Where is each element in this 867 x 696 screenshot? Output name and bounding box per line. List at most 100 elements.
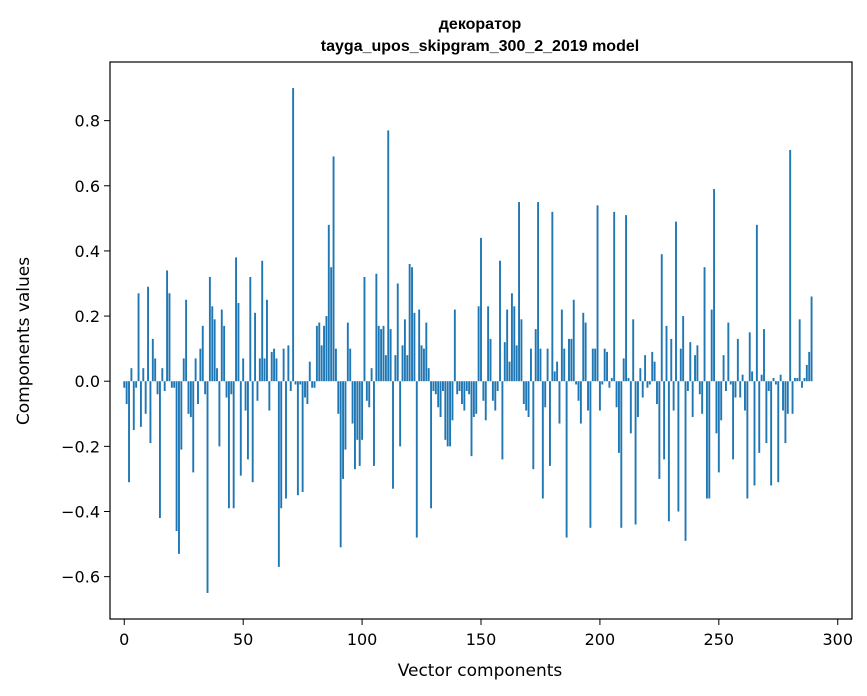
bar <box>610 377 613 382</box>
bar <box>553 371 556 382</box>
bar <box>591 348 594 382</box>
bar <box>601 381 604 385</box>
bar <box>777 381 780 483</box>
bar <box>434 381 437 395</box>
bar <box>232 381 235 509</box>
bar <box>713 189 716 382</box>
bar <box>342 381 345 479</box>
bar <box>453 309 456 382</box>
bar <box>418 309 421 382</box>
bar <box>325 316 328 382</box>
bar <box>194 358 197 382</box>
bar <box>323 325 325 382</box>
bar <box>432 381 435 391</box>
bar <box>587 381 589 411</box>
bar <box>772 377 775 382</box>
bar <box>356 381 359 440</box>
bar <box>686 381 689 391</box>
bar <box>789 149 792 382</box>
bar <box>515 345 518 382</box>
bar <box>151 338 154 382</box>
bar <box>130 368 133 382</box>
bar <box>627 377 630 382</box>
bar <box>551 211 554 382</box>
bar <box>180 381 183 450</box>
bar <box>137 293 140 382</box>
bar <box>810 296 813 382</box>
bar <box>287 345 290 382</box>
bar <box>216 368 218 382</box>
bar <box>158 381 161 519</box>
bar <box>337 381 340 414</box>
bar <box>510 293 513 382</box>
bar <box>225 381 228 398</box>
bar <box>529 348 532 382</box>
bar <box>565 381 568 538</box>
x-tick-label: 0 <box>119 630 129 649</box>
bar <box>658 381 661 479</box>
bar <box>458 381 461 391</box>
bar <box>793 377 796 382</box>
bar <box>760 374 763 382</box>
bar <box>149 381 152 444</box>
bar <box>782 381 784 411</box>
bar <box>294 381 297 385</box>
bar <box>617 381 620 453</box>
bar <box>522 381 525 405</box>
bar <box>266 299 268 382</box>
bar <box>520 319 523 382</box>
bar <box>218 381 221 447</box>
x-tick-label: 250 <box>704 630 735 649</box>
bar <box>411 267 413 382</box>
bar <box>156 381 159 395</box>
bar <box>770 381 773 486</box>
bar <box>465 381 468 391</box>
bar <box>644 355 647 382</box>
bar <box>213 319 216 382</box>
bar <box>351 381 354 424</box>
bar <box>694 355 696 382</box>
bar <box>667 381 670 522</box>
bar <box>525 381 528 411</box>
bar <box>192 381 195 473</box>
bar <box>463 381 466 411</box>
bar <box>482 381 485 401</box>
bar <box>161 368 164 382</box>
bar <box>263 358 266 382</box>
bar <box>315 325 318 382</box>
bar <box>332 156 335 382</box>
bar <box>801 381 804 388</box>
bar <box>420 345 423 382</box>
bar <box>625 215 628 382</box>
bar <box>622 358 625 382</box>
bar <box>691 381 694 418</box>
bar <box>384 355 387 382</box>
y-axis-ticks: −0.6 −0.4 −0.2 0.0 0.2 0.4 0.6 0.8 <box>61 112 110 587</box>
bar <box>289 381 292 391</box>
bar <box>439 381 442 418</box>
chart-title: декоратор <box>439 16 522 33</box>
bar <box>670 338 673 382</box>
bar <box>330 267 333 382</box>
bar <box>506 309 509 382</box>
bar <box>170 381 173 388</box>
bar <box>318 322 321 382</box>
bar <box>147 286 149 382</box>
bar <box>166 270 169 382</box>
bar <box>796 377 799 382</box>
bar <box>755 224 758 382</box>
bar <box>123 381 126 388</box>
bar <box>437 381 440 408</box>
x-axis-label: Vector components <box>398 661 563 681</box>
bar <box>729 381 732 385</box>
bar <box>584 322 587 382</box>
bar <box>608 381 611 388</box>
y-tick-label: 0.0 <box>75 372 100 391</box>
bar <box>261 260 264 382</box>
bar <box>537 202 540 382</box>
bar <box>741 374 744 382</box>
bar <box>753 381 756 486</box>
bar <box>499 260 501 382</box>
bar <box>579 381 582 424</box>
